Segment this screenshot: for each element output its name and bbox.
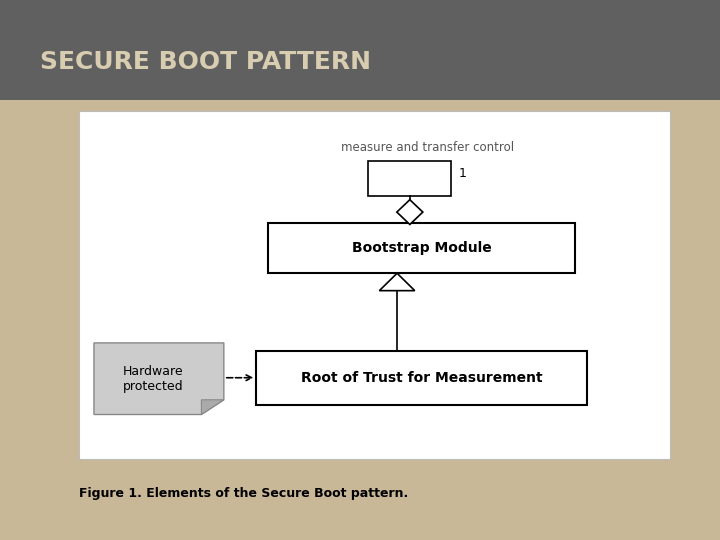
Text: measure and transfer control: measure and transfer control bbox=[341, 141, 514, 154]
Polygon shape bbox=[379, 273, 415, 291]
Text: 1: 1 bbox=[458, 167, 466, 180]
Text: Bootstrap Module: Bootstrap Module bbox=[352, 241, 492, 255]
Text: Hardware
protected: Hardware protected bbox=[122, 364, 184, 393]
Bar bbox=[256, 350, 587, 405]
Text: Root of Trust for Measurement: Root of Trust for Measurement bbox=[301, 371, 542, 384]
Polygon shape bbox=[202, 400, 224, 415]
Polygon shape bbox=[397, 200, 423, 225]
Polygon shape bbox=[94, 343, 224, 415]
Text: Figure 1. Elements of the Secure Boot pattern.: Figure 1. Elements of the Secure Boot pa… bbox=[79, 487, 408, 500]
Text: SECURE BOOT PATTERN: SECURE BOOT PATTERN bbox=[40, 50, 371, 74]
Bar bbox=[369, 161, 451, 196]
Bar bbox=[268, 223, 575, 273]
